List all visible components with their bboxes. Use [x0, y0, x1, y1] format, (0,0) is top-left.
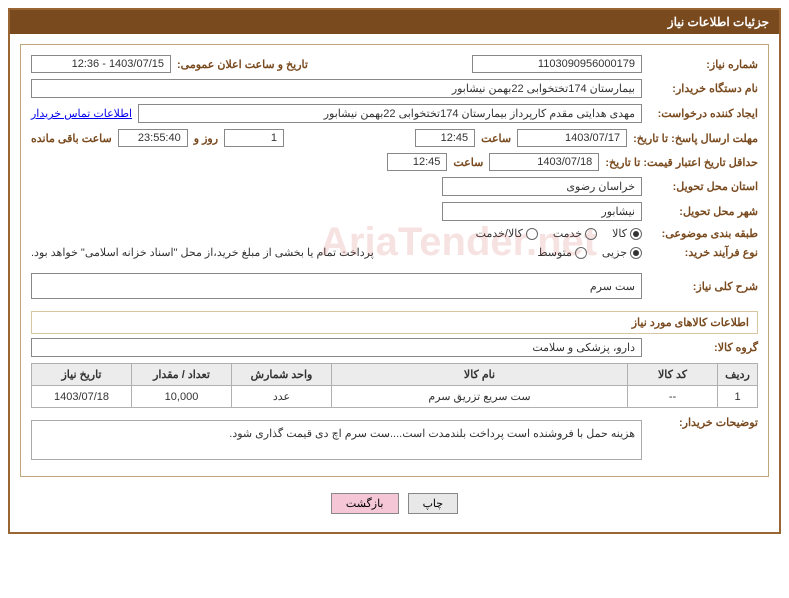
overview-label: شرح کلی نیاز:	[648, 280, 758, 293]
reply-deadline-label: مهلت ارسال پاسخ: تا تاریخ:	[633, 132, 758, 145]
need-number-value: 1103090956000179	[472, 55, 642, 73]
radio-medium-label: متوسط	[537, 246, 572, 259]
footer-buttons: چاپ بازگشت	[20, 485, 769, 522]
category-radio-group: کالا خدمت کالا/خدمت	[476, 227, 642, 240]
price-valid-time: 12:45	[387, 153, 447, 171]
days-and-label: روز و	[194, 132, 218, 145]
radio-goods[interactable]: کالا	[612, 227, 642, 240]
category-label: طبقه بندی موضوعی:	[648, 227, 758, 240]
th-code: کد کالا	[628, 364, 718, 386]
content-area: شماره نیاز: 1103090956000179 تاریخ و ساع…	[10, 34, 779, 532]
need-number-label: شماره نیاز:	[648, 58, 758, 71]
td-date: 1403/07/18	[32, 386, 132, 408]
city-label: شهر محل تحویل:	[648, 205, 758, 218]
buyer-org-value: بیمارستان 174تختخوابی 22بهمن نیشابور	[31, 79, 642, 98]
process-label: نوع فرآیند خرید:	[648, 246, 758, 259]
radio-both[interactable]: کالا/خدمت	[476, 227, 538, 240]
th-row: ردیف	[718, 364, 758, 386]
requester-label: ایجاد کننده درخواست:	[648, 107, 758, 120]
td-unit: عدد	[232, 386, 332, 408]
buyer-desc-value: هزینه حمل با فروشنده است پرداخت بلندمدت …	[31, 420, 642, 460]
goods-group-value: دارو، پزشکی و سلامت	[31, 338, 642, 357]
goods-info-title: اطلاعات کالاهای مورد نیاز	[31, 311, 758, 334]
radio-both-label: کالا/خدمت	[476, 227, 523, 240]
remain-time-value: 23:55:40	[118, 129, 188, 147]
radio-goods-label: کالا	[612, 227, 627, 240]
province-label: استان محل تحویل:	[648, 180, 758, 193]
radio-medium[interactable]: متوسط	[537, 246, 587, 259]
radio-icon	[585, 228, 597, 240]
table-row: 1 -- ست سریع تزریق سرم عدد 10,000 1403/0…	[32, 386, 758, 408]
th-date: تاریخ نیاز	[32, 364, 132, 386]
radio-icon	[526, 228, 538, 240]
announce-label: تاریخ و ساعت اعلان عمومی:	[177, 58, 308, 71]
city-value: نیشابور	[442, 202, 642, 221]
radio-partial-label: جزیی	[602, 246, 627, 259]
reply-time-value: 12:45	[415, 129, 475, 147]
row-requester: ایجاد کننده درخواست: مهدی هدایتی مقدم کا…	[31, 104, 758, 123]
days-value: 1	[224, 129, 284, 147]
province-value: خراسان رضوی	[442, 177, 642, 196]
radio-icon	[630, 247, 642, 259]
row-overview: شرح کلی نیاز: ست سرم	[31, 273, 758, 299]
remain-label: ساعت باقی مانده	[31, 132, 112, 145]
overview-value: ست سرم	[31, 273, 642, 299]
process-radio-group: جزیی متوسط	[537, 246, 642, 259]
th-qty: تعداد / مقدار	[132, 364, 232, 386]
page-title: جزئیات اطلاعات نیاز	[10, 10, 779, 34]
row-process: نوع فرآیند خرید: جزیی متوسط پرداخت تمام …	[31, 246, 758, 259]
row-category: طبقه بندی موضوعی: کالا خدمت کالا/خدمت	[31, 227, 758, 240]
buyer-desc-label: توضیحات خریدار:	[648, 416, 758, 429]
td-name: ست سریع تزریق سرم	[332, 386, 628, 408]
th-name: نام کالا	[332, 364, 628, 386]
row-province: استان محل تحویل: خراسان رضوی	[31, 177, 758, 196]
row-goods-group: گروه کالا: دارو، پزشکی و سلامت	[31, 338, 758, 357]
table-header-row: ردیف کد کالا نام کالا واحد شمارش تعداد /…	[32, 364, 758, 386]
row-need-number: شماره نیاز: 1103090956000179 تاریخ و ساع…	[31, 55, 758, 73]
time-label-1: ساعت	[481, 132, 511, 145]
reply-date-value: 1403/07/17	[517, 129, 627, 147]
radio-service-label: خدمت	[553, 227, 582, 240]
td-row: 1	[718, 386, 758, 408]
th-unit: واحد شمارش	[232, 364, 332, 386]
radio-icon	[630, 228, 642, 240]
goods-group-label: گروه کالا:	[648, 341, 758, 354]
radio-service[interactable]: خدمت	[553, 227, 597, 240]
price-valid-label: حداقل تاریخ اعتبار قیمت: تا تاریخ:	[605, 156, 758, 169]
row-buyer-desc: توضیحات خریدار: هزینه حمل با فروشنده است…	[31, 416, 758, 460]
main-container: جزئیات اطلاعات نیاز شماره نیاز: 11030909…	[8, 8, 781, 534]
buyer-org-label: نام دستگاه خریدار:	[648, 82, 758, 95]
requester-value: مهدی هدایتی مقدم کارپرداز بیمارستان 174ت…	[138, 104, 642, 123]
row-buyer-org: نام دستگاه خریدار: بیمارستان 174تختخوابی…	[31, 79, 758, 98]
goods-table: ردیف کد کالا نام کالا واحد شمارش تعداد /…	[31, 363, 758, 408]
time-label-2: ساعت	[453, 156, 483, 169]
details-box: شماره نیاز: 1103090956000179 تاریخ و ساع…	[20, 44, 769, 477]
row-reply-deadline: مهلت ارسال پاسخ: تا تاریخ: 1403/07/17 سا…	[31, 129, 758, 147]
td-code: --	[628, 386, 718, 408]
td-qty: 10,000	[132, 386, 232, 408]
announce-value: 1403/07/15 - 12:36	[31, 55, 171, 73]
print-button[interactable]: چاپ	[408, 493, 459, 514]
price-valid-date: 1403/07/18	[489, 153, 599, 171]
row-price-valid: حداقل تاریخ اعتبار قیمت: تا تاریخ: 1403/…	[31, 153, 758, 171]
row-city: شهر محل تحویل: نیشابور	[31, 202, 758, 221]
payment-note: پرداخت تمام یا بخشی از مبلغ خرید،از محل …	[31, 246, 374, 259]
back-button[interactable]: بازگشت	[331, 493, 399, 514]
radio-partial[interactable]: جزیی	[602, 246, 642, 259]
radio-icon	[575, 247, 587, 259]
contact-link[interactable]: اطلاعات تماس خریدار	[31, 107, 132, 120]
